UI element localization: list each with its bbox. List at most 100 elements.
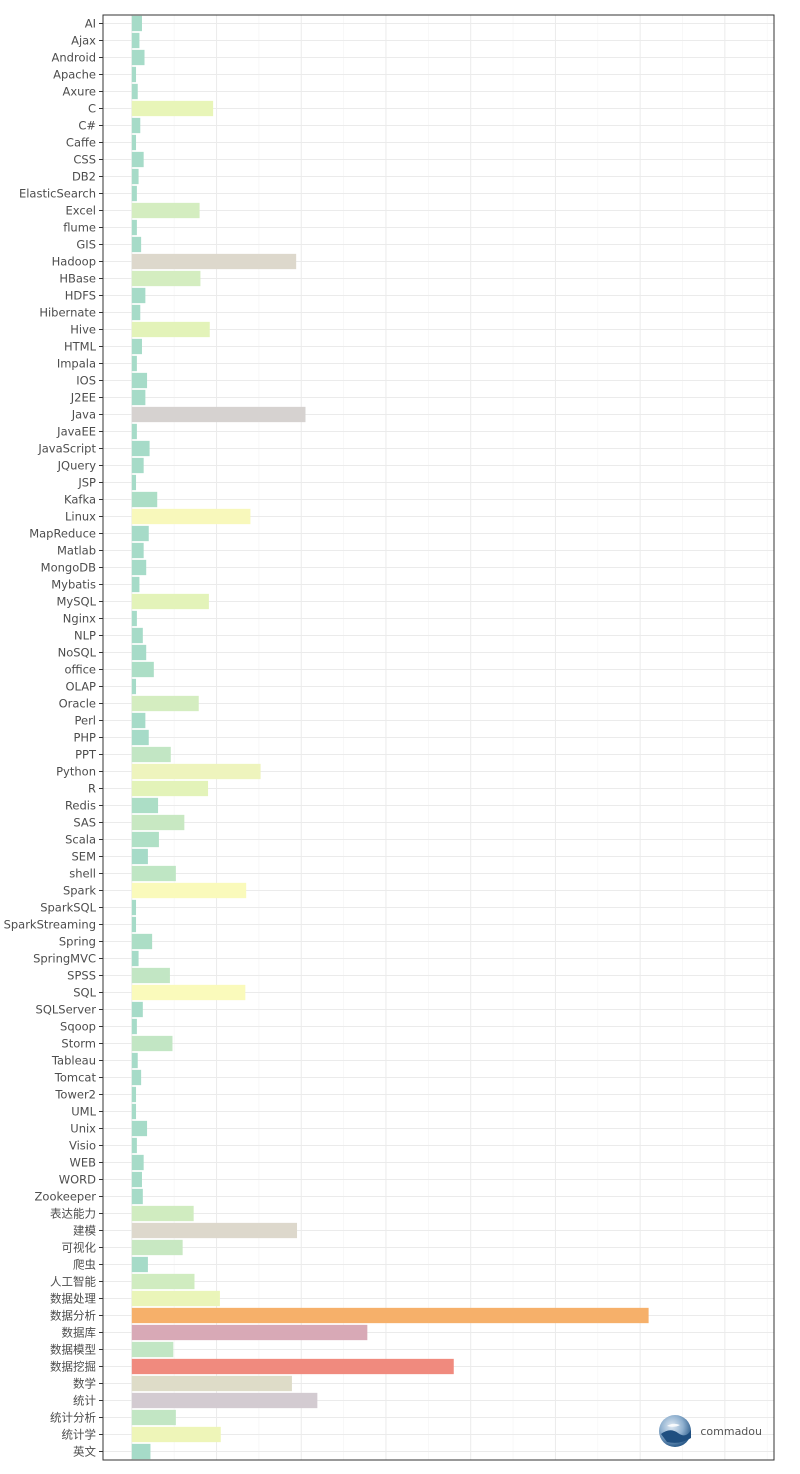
y-tick-label: SQLServer bbox=[36, 1003, 97, 1017]
plot-panel-border bbox=[102, 14, 775, 1461]
y-tick-label: Mybatis bbox=[51, 578, 96, 592]
bar bbox=[131, 253, 297, 270]
bar bbox=[131, 1120, 148, 1137]
y-tick-label: 英文 bbox=[73, 1445, 96, 1459]
bar bbox=[131, 695, 199, 712]
bar bbox=[131, 1035, 173, 1052]
y-tick-label: 数学 bbox=[73, 1377, 96, 1391]
bar bbox=[131, 151, 144, 168]
bar bbox=[131, 1222, 298, 1239]
y-tick-label: Impala bbox=[57, 357, 96, 371]
bar bbox=[131, 1273, 195, 1290]
y-tick-label: JavaEE bbox=[56, 425, 96, 439]
y-tick-label: Android bbox=[52, 51, 96, 65]
watermark: commadou bbox=[658, 1414, 762, 1448]
bar bbox=[131, 1103, 137, 1120]
bar bbox=[131, 1069, 142, 1086]
y-tick-label: NLP bbox=[74, 629, 96, 643]
y-tick-label: UML bbox=[71, 1105, 96, 1119]
y-tick-label: Hive bbox=[70, 323, 96, 337]
bar bbox=[131, 338, 142, 355]
bar bbox=[131, 1052, 138, 1069]
y-tick-label: Caffe bbox=[66, 136, 96, 150]
y-tick-label: Storm bbox=[61, 1037, 96, 1051]
bar bbox=[131, 661, 154, 678]
bar bbox=[131, 304, 141, 321]
y-tick-label: Python bbox=[56, 765, 96, 779]
y-tick-label: SparkStreaming bbox=[4, 918, 96, 932]
bar bbox=[131, 1256, 148, 1273]
y-tick-label: ElasticSearch bbox=[19, 187, 96, 201]
y-tick-label: MySQL bbox=[57, 595, 97, 609]
y-tick-label: Oracle bbox=[59, 697, 96, 711]
bar bbox=[131, 321, 210, 338]
bar bbox=[131, 644, 147, 661]
y-tick-label: Matlab bbox=[57, 544, 96, 558]
y-tick-label: SAS bbox=[73, 816, 96, 830]
bar bbox=[131, 1341, 174, 1358]
bar bbox=[131, 797, 159, 814]
bar bbox=[131, 168, 139, 185]
y-tick-label: 表达能力 bbox=[50, 1207, 96, 1221]
bar bbox=[131, 593, 209, 610]
y-tick-label: 数据挖掘 bbox=[50, 1360, 96, 1374]
y-tick-label: Spark bbox=[63, 884, 96, 898]
bar bbox=[131, 1239, 183, 1256]
y-tick-label: Linux bbox=[65, 510, 96, 524]
y-tick-label: 可视化 bbox=[62, 1241, 97, 1255]
y-tick-label: 数据库 bbox=[62, 1326, 97, 1340]
bar bbox=[131, 950, 139, 967]
bar bbox=[131, 1443, 151, 1460]
bar bbox=[131, 1426, 221, 1443]
bar bbox=[131, 372, 148, 389]
commadou-logo-icon bbox=[659, 1415, 692, 1447]
bar bbox=[131, 576, 140, 593]
bar bbox=[131, 1154, 144, 1171]
bar bbox=[131, 49, 145, 66]
bar bbox=[131, 712, 146, 729]
bar bbox=[131, 559, 147, 576]
y-tick-label: 爬虫 bbox=[73, 1258, 96, 1272]
y-tick-label: Excel bbox=[66, 204, 96, 218]
bar bbox=[131, 1409, 176, 1426]
y-tick-label: R bbox=[88, 782, 96, 796]
y-tick-label: SPSS bbox=[67, 969, 96, 983]
bars bbox=[131, 15, 649, 1460]
y-tick-label: Hadoop bbox=[52, 255, 96, 269]
bar bbox=[131, 1018, 137, 1035]
bar bbox=[131, 1375, 292, 1392]
y-tick-label: Tomcat bbox=[54, 1071, 97, 1085]
bar bbox=[131, 1290, 220, 1307]
bar bbox=[131, 491, 158, 508]
y-tick-label: HDFS bbox=[65, 289, 96, 303]
bar bbox=[131, 916, 137, 933]
y-tick-label: CSS bbox=[73, 153, 96, 167]
bar bbox=[131, 678, 137, 695]
y-tick-label: C# bbox=[78, 119, 96, 133]
bar bbox=[131, 236, 142, 253]
bar bbox=[131, 457, 144, 474]
bar bbox=[131, 542, 144, 559]
watermark-text: commadou bbox=[700, 1424, 762, 1438]
bar bbox=[131, 627, 143, 644]
y-tick-label: JQuery bbox=[57, 459, 97, 473]
y-tick-label: 统计 bbox=[73, 1394, 96, 1408]
bar bbox=[131, 134, 137, 151]
y-tick-label: C bbox=[88, 102, 96, 116]
y-tick-label: J2EE bbox=[70, 391, 96, 405]
bar bbox=[131, 32, 140, 49]
bar bbox=[131, 967, 170, 984]
y-tick-label: JavaScript bbox=[37, 442, 96, 456]
y-tick-label: PHP bbox=[73, 731, 96, 745]
y-tick-label: Kafka bbox=[64, 493, 96, 507]
y-tick-label: 统计学 bbox=[62, 1428, 97, 1442]
y-tick-label: MapReduce bbox=[29, 527, 96, 541]
bar bbox=[131, 1171, 142, 1188]
y-tick-label: Hibernate bbox=[39, 306, 96, 320]
y-tick-label: Redis bbox=[65, 799, 96, 813]
y-tick-label: shell bbox=[69, 867, 96, 881]
y-tick-label: Nginx bbox=[63, 612, 96, 626]
bar bbox=[131, 1086, 137, 1103]
bar bbox=[131, 1324, 368, 1341]
